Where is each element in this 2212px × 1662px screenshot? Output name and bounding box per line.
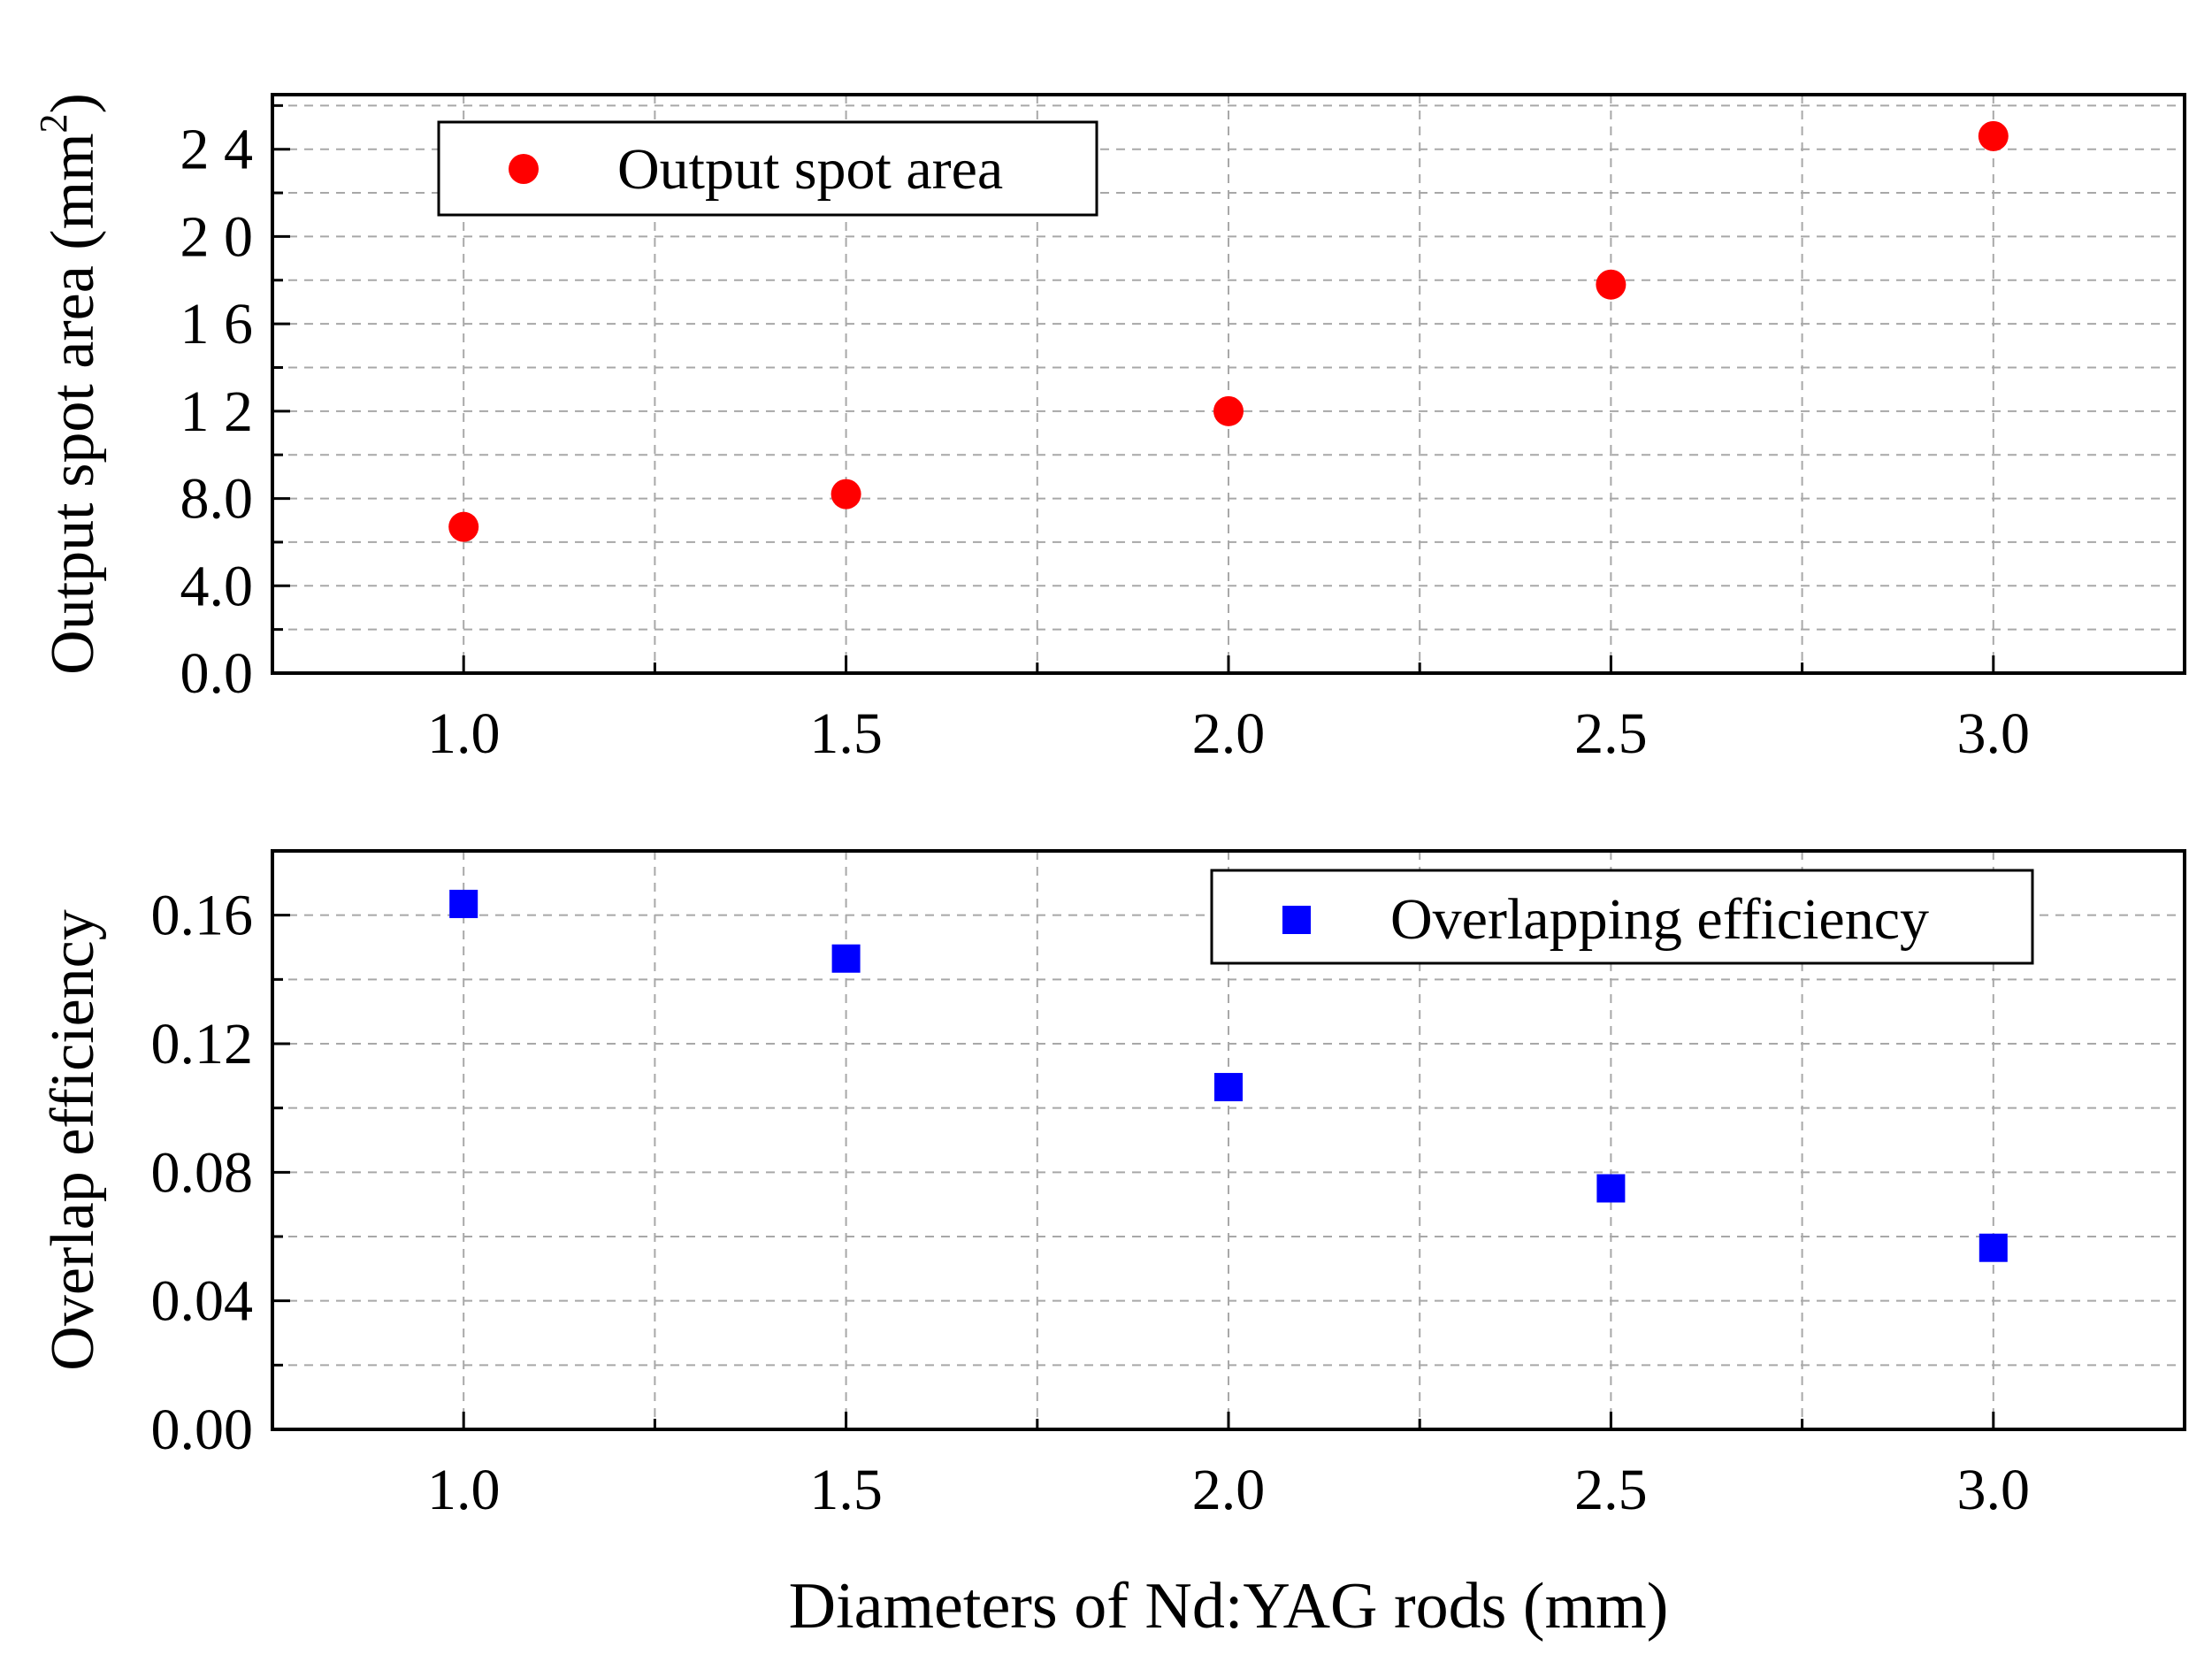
legend-box [437,120,1098,217]
y-tick-label: 1 2 [180,379,254,444]
output-spot-area-points [448,120,2009,542]
output-spot-area-y-tick-labels: 0.0 4.0 8.0 1 2 1 6 2 0 2 4 [180,118,254,706]
y-tick-label: 4.0 [180,554,254,618]
output-spot-area-x-tick-labels: 1.0 1.5 2.0 2.5 3.0 [427,701,2030,766]
output-spot-area-legend: Output spot area [437,120,1098,217]
output-spot-area-panel: 1.0 1.5 2.0 2.5 3.0 0.0 4.0 8.0 1 2 1 6 2 0 2 4 Ou… [32,93,2186,766]
overlap-efficiency-y-tick-labels: 0.00 0.04 0.08 0.12 0.16 [151,884,254,1462]
data-point [1978,120,2009,151]
y-tick-label: 8.0 [180,467,254,532]
y-tick-label: 1 6 [180,292,254,356]
y-tick-label: 0.0 [180,641,254,706]
overlap-efficiency-x-tick-labels: 1.0 1.5 2.0 2.5 3.0 [427,1458,2030,1522]
overlap-efficiency-grid [272,851,2185,1429]
y-axis-label-close: ) [39,93,107,113]
output-spot-area-ticks [272,103,1995,673]
x-tick-label: 2.5 [1574,701,1648,766]
x-tick-label: 3.0 [1957,701,2031,766]
data-point [1214,1073,1243,1102]
overlap-efficiency-points [449,889,2008,1262]
data-point [831,944,861,973]
x-tick-label: 3.0 [1957,1458,2031,1522]
y-axis-label-superscript: 2 [32,113,75,133]
legend-label-overlapping-efficiency: Overlapping efficiency [1390,887,1929,952]
data-point [1596,1174,1626,1203]
data-point [1596,269,1626,300]
data-point [449,889,478,918]
output-spot-area-plot-frame [271,93,2186,675]
data-point [1979,1233,2008,1262]
x-tick-label: 2.0 [1192,1458,1266,1522]
x-tick-label: 2.5 [1574,1458,1648,1522]
y-tick-label: 2 4 [180,118,254,182]
overlap-efficiency-y-axis-label: Overlap efficiency [39,909,107,1370]
x-tick-label: 1.0 [427,1458,501,1522]
y-tick-label: 2 0 [180,204,254,269]
overlap-efficiency-plot-frame [271,849,2186,1431]
legend-box [1210,869,2034,965]
y-tick-label: 0.12 [151,1012,254,1076]
y-tick-label: 0.16 [151,884,254,948]
y-tick-label: 0.00 [151,1398,254,1462]
x-tick-label: 1.5 [809,701,883,766]
y-axis-label-main: Output spot area (mm [39,133,107,674]
legend-label-output-spot-area: Output spot area [617,137,1003,202]
x-axis-label: Diameters of Nd:YAG rods (mm) [789,1570,1669,1643]
data-point [1213,395,1244,426]
y-tick-label: 0.04 [151,1269,254,1334]
data-point [448,511,479,542]
legend-marker-square [1282,906,1311,934]
legend-marker-circle [509,154,539,184]
overlap-efficiency-legend: Overlapping efficiency [1210,869,2034,965]
x-tick-label: 1.0 [427,701,501,766]
output-spot-area-y-axis-label: Output spot area (mm2) [32,93,107,675]
y-tick-label: 0.08 [151,1140,254,1205]
output-spot-area-grid [272,95,2185,673]
x-tick-label: 2.0 [1192,701,1266,766]
x-tick-label: 1.5 [809,1458,883,1522]
overlap-efficiency-panel: 1.0 1.5 2.0 2.5 3.0 0.00 0.04 0.08 0.12 0.16 Ove… [39,849,2186,1643]
data-point [830,479,861,509]
